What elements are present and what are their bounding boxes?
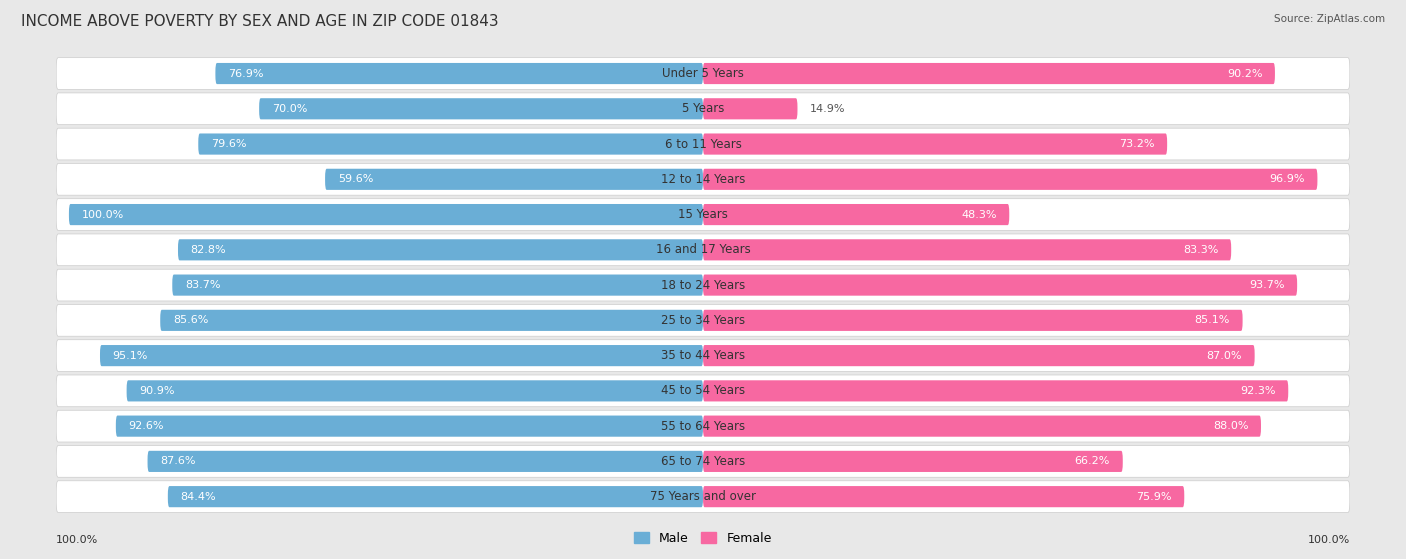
Text: 55 to 64 Years: 55 to 64 Years bbox=[661, 420, 745, 433]
FancyBboxPatch shape bbox=[703, 380, 1288, 401]
Text: 45 to 54 Years: 45 to 54 Years bbox=[661, 385, 745, 397]
FancyBboxPatch shape bbox=[703, 415, 1261, 437]
FancyBboxPatch shape bbox=[127, 380, 703, 401]
Text: 100.0%: 100.0% bbox=[1308, 535, 1350, 545]
Text: 84.4%: 84.4% bbox=[180, 492, 217, 501]
Text: 18 to 24 Years: 18 to 24 Years bbox=[661, 278, 745, 292]
FancyBboxPatch shape bbox=[703, 204, 1010, 225]
Legend: Male, Female: Male, Female bbox=[630, 527, 776, 550]
FancyBboxPatch shape bbox=[703, 63, 1275, 84]
Text: 75.9%: 75.9% bbox=[1136, 492, 1171, 501]
FancyBboxPatch shape bbox=[56, 446, 1350, 477]
FancyBboxPatch shape bbox=[69, 204, 703, 225]
FancyBboxPatch shape bbox=[703, 134, 1167, 155]
FancyBboxPatch shape bbox=[703, 274, 1298, 296]
FancyBboxPatch shape bbox=[198, 134, 703, 155]
Text: Source: ZipAtlas.com: Source: ZipAtlas.com bbox=[1274, 14, 1385, 24]
Text: 85.1%: 85.1% bbox=[1195, 315, 1230, 325]
FancyBboxPatch shape bbox=[215, 63, 703, 84]
Text: 96.9%: 96.9% bbox=[1270, 174, 1305, 184]
FancyBboxPatch shape bbox=[160, 310, 703, 331]
Text: 59.6%: 59.6% bbox=[337, 174, 373, 184]
FancyBboxPatch shape bbox=[325, 169, 703, 190]
Text: 87.0%: 87.0% bbox=[1206, 350, 1241, 361]
Text: 70.0%: 70.0% bbox=[271, 104, 307, 114]
FancyBboxPatch shape bbox=[179, 239, 703, 260]
FancyBboxPatch shape bbox=[703, 451, 1123, 472]
FancyBboxPatch shape bbox=[148, 451, 703, 472]
FancyBboxPatch shape bbox=[703, 486, 1184, 507]
Text: 76.9%: 76.9% bbox=[228, 69, 263, 78]
FancyBboxPatch shape bbox=[703, 239, 1232, 260]
Text: 82.8%: 82.8% bbox=[191, 245, 226, 255]
FancyBboxPatch shape bbox=[56, 375, 1350, 407]
Text: 83.7%: 83.7% bbox=[186, 280, 221, 290]
FancyBboxPatch shape bbox=[56, 128, 1350, 160]
Text: 14.9%: 14.9% bbox=[810, 104, 845, 114]
Text: 95.1%: 95.1% bbox=[112, 350, 148, 361]
Text: 66.2%: 66.2% bbox=[1074, 456, 1111, 466]
FancyBboxPatch shape bbox=[56, 340, 1350, 372]
FancyBboxPatch shape bbox=[56, 234, 1350, 266]
FancyBboxPatch shape bbox=[115, 415, 703, 437]
Text: 93.7%: 93.7% bbox=[1249, 280, 1285, 290]
FancyBboxPatch shape bbox=[56, 305, 1350, 336]
Text: 12 to 14 Years: 12 to 14 Years bbox=[661, 173, 745, 186]
FancyBboxPatch shape bbox=[56, 58, 1350, 89]
Text: 35 to 44 Years: 35 to 44 Years bbox=[661, 349, 745, 362]
Text: 88.0%: 88.0% bbox=[1213, 421, 1249, 431]
FancyBboxPatch shape bbox=[56, 410, 1350, 442]
Text: 79.6%: 79.6% bbox=[211, 139, 246, 149]
Text: 92.6%: 92.6% bbox=[128, 421, 165, 431]
Text: 25 to 34 Years: 25 to 34 Years bbox=[661, 314, 745, 327]
FancyBboxPatch shape bbox=[56, 93, 1350, 125]
Text: 92.3%: 92.3% bbox=[1240, 386, 1275, 396]
Text: 90.2%: 90.2% bbox=[1227, 69, 1263, 78]
Text: 73.2%: 73.2% bbox=[1119, 139, 1154, 149]
FancyBboxPatch shape bbox=[56, 481, 1350, 513]
FancyBboxPatch shape bbox=[703, 310, 1243, 331]
Text: 90.9%: 90.9% bbox=[139, 386, 174, 396]
Text: 87.6%: 87.6% bbox=[160, 456, 195, 466]
FancyBboxPatch shape bbox=[173, 274, 703, 296]
Text: 6 to 11 Years: 6 to 11 Years bbox=[665, 138, 741, 150]
FancyBboxPatch shape bbox=[259, 98, 703, 120]
FancyBboxPatch shape bbox=[703, 98, 797, 120]
Text: INCOME ABOVE POVERTY BY SEX AND AGE IN ZIP CODE 01843: INCOME ABOVE POVERTY BY SEX AND AGE IN Z… bbox=[21, 14, 499, 29]
FancyBboxPatch shape bbox=[703, 345, 1254, 366]
FancyBboxPatch shape bbox=[56, 163, 1350, 195]
Text: 100.0%: 100.0% bbox=[56, 535, 98, 545]
FancyBboxPatch shape bbox=[56, 269, 1350, 301]
Text: 75 Years and over: 75 Years and over bbox=[650, 490, 756, 503]
Text: 5 Years: 5 Years bbox=[682, 102, 724, 115]
FancyBboxPatch shape bbox=[56, 198, 1350, 230]
FancyBboxPatch shape bbox=[167, 486, 703, 507]
Text: 16 and 17 Years: 16 and 17 Years bbox=[655, 243, 751, 257]
Text: 15 Years: 15 Years bbox=[678, 208, 728, 221]
FancyBboxPatch shape bbox=[703, 169, 1317, 190]
FancyBboxPatch shape bbox=[100, 345, 703, 366]
Text: 65 to 74 Years: 65 to 74 Years bbox=[661, 455, 745, 468]
Text: 83.3%: 83.3% bbox=[1182, 245, 1219, 255]
Text: 100.0%: 100.0% bbox=[82, 210, 124, 220]
Text: Under 5 Years: Under 5 Years bbox=[662, 67, 744, 80]
Text: 48.3%: 48.3% bbox=[962, 210, 997, 220]
Text: 85.6%: 85.6% bbox=[173, 315, 208, 325]
